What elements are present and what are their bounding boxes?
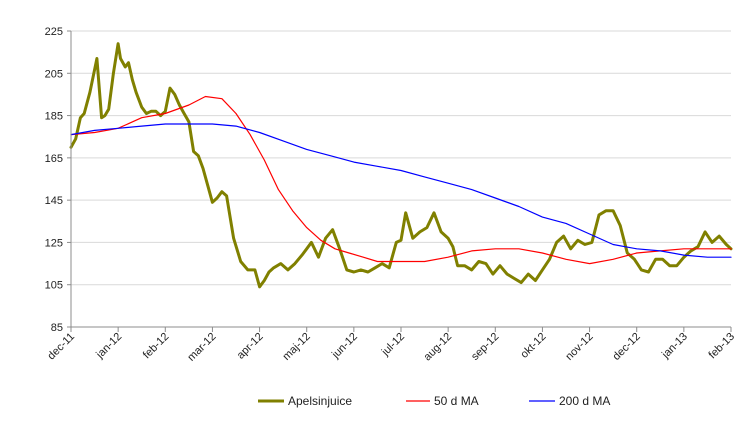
x-tick-label: okt-12	[518, 331, 548, 361]
x-tick-label: apr-12	[235, 331, 266, 362]
x-tick-label: mar-12	[185, 331, 218, 364]
y-tick-label: 125	[45, 237, 63, 249]
y-tick-label: 145	[45, 195, 63, 207]
legend-label: 50 d MA	[434, 394, 479, 408]
series-line-3	[70, 123, 732, 258]
x-tick-label: feb-13	[707, 331, 738, 362]
x-tick-label: nov-12	[563, 331, 595, 363]
legend-label: 200 d MA	[559, 394, 610, 408]
series-line-1	[69, 42, 733, 289]
series-lines	[69, 42, 733, 289]
legend: Apelsinjuice 50 d MA 200 d MA	[258, 394, 610, 408]
y-tick-label: 85	[51, 322, 63, 334]
y-tick-label: 105	[45, 280, 63, 292]
y-tick-label: 205	[45, 68, 63, 80]
x-tick-label: feb-12	[141, 331, 172, 362]
gridlines	[71, 30, 731, 286]
legend-label: Apelsinjuice	[288, 394, 352, 408]
x-tick-label: maj-12	[281, 331, 313, 363]
axes	[67, 30, 732, 332]
y-tick-label: 225	[45, 26, 63, 38]
x-tick-label: aug-12	[422, 331, 455, 364]
x-tick-label: jun-12	[329, 331, 360, 362]
y-tick-label: 165	[45, 153, 63, 165]
x-tick-label: jan-13	[659, 331, 690, 362]
x-tick-label: dec-11	[45, 331, 77, 363]
y-axis-tick-labels: 85 105 125 145 165 185 205 225	[45, 26, 63, 334]
y-tick-label: 185	[45, 111, 63, 123]
x-axis-tick-labels: dec-11 jan-12 feb-12 mar-12 apr-12 maj-12 jun-…	[45, 331, 737, 364]
x-tick-label: jan-12	[93, 331, 124, 362]
series-line-2	[70, 95, 732, 265]
x-tick-label: jul-12	[379, 331, 407, 359]
x-tick-label: dec-12	[611, 331, 643, 363]
x-tick-label: sep-12	[469, 331, 501, 363]
